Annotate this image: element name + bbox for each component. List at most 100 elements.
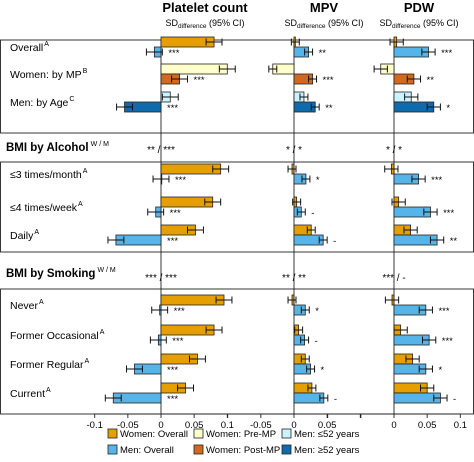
- x-tick-label: 0: [291, 420, 296, 431]
- panel-title: Platelet count: [162, 0, 248, 15]
- subtitle-rest: (95% CI): [420, 18, 458, 28]
- row-label-text: Daily: [10, 230, 34, 242]
- significance-label: ***: [438, 306, 449, 317]
- subtitle-main: SD: [380, 18, 393, 28]
- row-label: DailyA: [10, 229, 39, 242]
- row-label-sup: A: [100, 329, 105, 336]
- section-header-sup: W / M: [91, 141, 109, 148]
- significance-label: *: [438, 365, 442, 376]
- significance-label: -: [453, 394, 456, 405]
- bar-wpre: [160, 63, 228, 75]
- significance-label: ***: [441, 48, 452, 59]
- subtitle-rest: (95% CI): [206, 18, 244, 28]
- significance-label: ***: [174, 306, 185, 317]
- legend-label: Men: ≥52 years: [294, 445, 360, 456]
- row-label: OverallA: [10, 41, 49, 54]
- row-label: ≤3 times/monthA: [10, 168, 88, 181]
- significance-label: ***: [175, 175, 186, 186]
- significance-label: *: [316, 175, 320, 186]
- subtitle-main: SD: [166, 18, 179, 28]
- row-label: Former RegularA: [10, 358, 90, 371]
- legend-label: Men: ≤52 years: [294, 429, 360, 440]
- legend-swatch-my: [281, 428, 292, 439]
- row-label-sup: A: [83, 168, 88, 175]
- x-tick-label: 0.1: [454, 420, 467, 431]
- x-tick-label: 0.05: [185, 420, 204, 431]
- section-stat: * / *: [286, 145, 302, 156]
- significance-label: ***: [167, 365, 178, 376]
- row-label-text: Men: by Age: [10, 97, 69, 109]
- row-label: Former OccasionalA: [10, 329, 105, 342]
- legend-swatch-mo: [107, 444, 118, 455]
- legend-swatch-wpre: [193, 428, 204, 439]
- row-label-text: Never: [10, 300, 39, 312]
- x-tick-label: -0.05: [250, 420, 272, 431]
- significance-label: **: [427, 75, 435, 86]
- subtitle-sub: difference: [297, 23, 326, 30]
- bar-wo: [160, 163, 222, 175]
- panel-subtitle: SDdifference (95% CI): [285, 18, 364, 30]
- subtitle-sub: difference: [392, 23, 421, 30]
- x-tick-label: 0: [158, 420, 163, 431]
- row-label-sup: A: [85, 358, 90, 365]
- row-label-sup: A: [34, 229, 39, 236]
- row-label-sup: A: [44, 41, 49, 48]
- row-label-text: Overall: [10, 42, 43, 54]
- section-stat: * / *: [386, 145, 402, 156]
- significance-label: ***: [172, 336, 183, 347]
- significance-label: ***: [167, 103, 178, 114]
- significance-label: -: [311, 208, 314, 219]
- x-tick-label: -0.05: [117, 420, 139, 431]
- significance-label: ***: [323, 75, 334, 86]
- row-label: CurrentA: [10, 387, 51, 400]
- significance-label: *: [446, 103, 450, 114]
- section-stat: ** / **: [282, 273, 306, 284]
- row-label-sup: A: [46, 387, 51, 394]
- section-header-sup: W / M: [97, 267, 115, 274]
- section-stat: ** / ***: [147, 145, 175, 156]
- significance-label: **: [319, 48, 327, 59]
- panel-title: MPV: [310, 0, 339, 15]
- section-header-label: BMI by Alcohol: [6, 142, 89, 154]
- legend-swatch-wpost: [193, 444, 204, 455]
- row-label-text: ≤3 times/month: [10, 169, 82, 181]
- legend-swatch-mold: [281, 444, 292, 455]
- subtitle-rest: (95% CI): [325, 18, 363, 28]
- section-header: BMI by Alcohol W / M: [6, 141, 109, 154]
- row-label-sup: C: [69, 96, 74, 103]
- significance-label: -: [315, 336, 318, 347]
- significance-label: ***: [431, 175, 442, 186]
- significance-label: ***: [443, 208, 454, 219]
- significance-label: **: [325, 103, 333, 114]
- section-header: BMI by Smoking W / M: [6, 267, 116, 280]
- section-header-label: BMI by Smoking: [6, 268, 95, 280]
- legend-label: Men: Overall: [120, 445, 174, 456]
- x-tick-label: 0.05: [418, 420, 437, 431]
- significance-label: *: [321, 365, 325, 376]
- row-label: Women: by MPB: [10, 68, 88, 81]
- row-label-text: ≤4 times/week: [10, 202, 78, 214]
- row-label-sup: A: [39, 299, 44, 306]
- legend-label: Women: Post-MP: [206, 445, 280, 456]
- row-label-text: Women: by MP: [10, 69, 82, 81]
- significance-label: *: [315, 306, 319, 317]
- subtitle-sub: difference: [178, 23, 207, 30]
- row-label: Men: by AgeC: [10, 96, 74, 109]
- subtitle-main: SD: [285, 18, 298, 28]
- panel-subtitle: SDdifference (95% CI): [380, 18, 459, 30]
- significance-label: ***: [194, 75, 205, 86]
- bar-wo: [160, 294, 225, 306]
- legend-label: Women: Overall: [120, 429, 188, 440]
- significance-label: -: [333, 236, 336, 247]
- section-stat: *** / -: [382, 273, 405, 284]
- legend-swatch-wo: [107, 428, 118, 439]
- x-tick-label: 0.1: [221, 420, 234, 431]
- x-tick-label: -0.1: [87, 420, 103, 431]
- panel-title: PDW: [404, 0, 435, 15]
- row-label: NeverA: [10, 299, 44, 312]
- row-label: ≤4 times/weekA: [10, 201, 83, 214]
- panel-subtitle: SDdifference (95% CI): [166, 18, 245, 30]
- row-label-sup: B: [83, 68, 88, 75]
- x-tick-label: 0.05: [318, 420, 337, 431]
- row-label-text: Current: [10, 388, 45, 400]
